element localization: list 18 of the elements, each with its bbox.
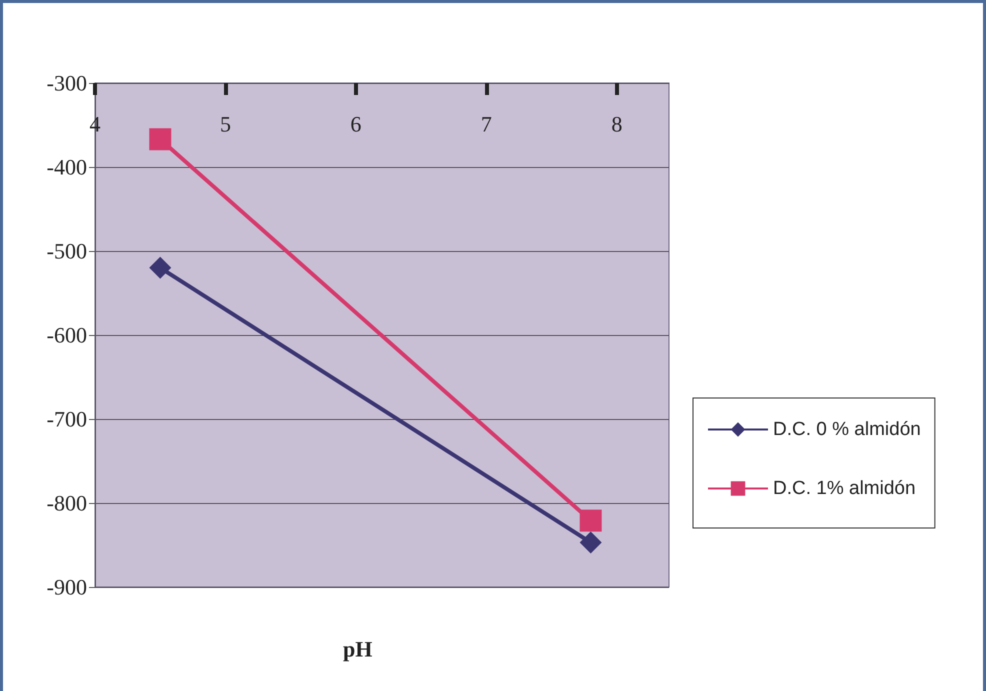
y-tick-label: -500	[46, 238, 87, 264]
y-tick-label: -400	[46, 154, 87, 180]
y-tick-label: -700	[46, 406, 87, 432]
y-tick-label: -900	[46, 574, 87, 600]
x-tick-label: 5	[220, 112, 231, 136]
legend-label: D.C. 1% almidón	[773, 478, 916, 499]
legend-label: D.C. 0 % almidón	[773, 419, 921, 440]
y-tick-label: -300	[46, 70, 87, 96]
point	[149, 256, 172, 279]
y-tick-label: -800	[46, 490, 87, 516]
point	[580, 510, 602, 532]
x-axis-title: pH	[343, 636, 372, 662]
point	[149, 128, 172, 150]
x-tick-label: 8	[611, 112, 622, 136]
x-tick-label: 6	[350, 112, 362, 136]
y-tick-label: -600	[46, 322, 87, 348]
point	[580, 531, 602, 554]
x-tick-label: 7	[480, 112, 492, 136]
